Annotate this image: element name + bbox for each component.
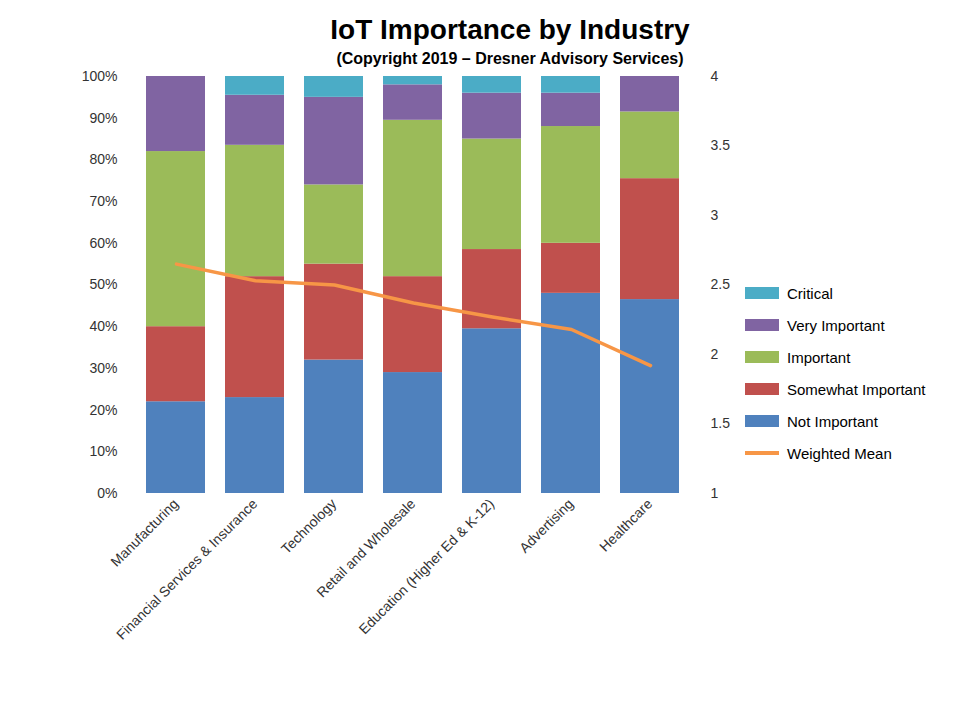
svg-text:Manufacturing: Manufacturing (107, 495, 181, 569)
svg-text:20%: 20% (89, 402, 117, 418)
svg-text:90%: 90% (89, 110, 117, 126)
svg-text:4: 4 (711, 68, 719, 84)
svg-text:40%: 40% (89, 318, 117, 334)
html-text:Very Important: Very Important (787, 316, 885, 334)
html-text:Somewhat Important: Somewhat Important (787, 380, 926, 398)
svg-text:80%: 80% (89, 151, 117, 167)
svg-text:50%: 50% (89, 276, 117, 292)
html-text:Important: Important (787, 348, 851, 366)
svg-text:Financial Services & Insurance: Financial Services & Insurance (113, 495, 260, 642)
html-text:Not Important: Not Important (787, 412, 878, 430)
svg-text:3.5: 3.5 (711, 137, 731, 153)
svg-text:0%: 0% (97, 485, 117, 501)
svg-text:1.5: 1.5 (711, 415, 731, 431)
html-text:Critical: Critical (787, 284, 833, 302)
svg-text:Retail and Wholesale: Retail and Wholesale (313, 495, 419, 601)
svg-text:30%: 30% (89, 360, 117, 376)
svg-text:2: 2 (711, 346, 719, 362)
svg-text:Healthcare: Healthcare (596, 495, 655, 554)
svg-text:70%: 70% (89, 193, 117, 209)
svg-text:Advertising: Advertising (516, 495, 576, 555)
svg-text:60%: 60% (89, 235, 117, 251)
svg-text:2.5: 2.5 (711, 276, 731, 292)
html-text:Weighted Mean: Weighted Mean (787, 444, 892, 462)
svg-text:1: 1 (711, 485, 719, 501)
html-text:IoT Importance by Industry: IoT Importance by Industry (330, 14, 690, 45)
svg-text:100%: 100% (82, 68, 118, 84)
svg-text:Technology: Technology (278, 495, 339, 556)
svg-text:3: 3 (711, 207, 719, 223)
svg-text:10%: 10% (89, 443, 117, 459)
svg-text:Education (Higher Ed & K-12): Education (Higher Ed & K-12) (356, 495, 498, 637)
html-text:(Copyright 2019 – Dresner Advi: (Copyright 2019 – Dresner Advisory Servi… (336, 50, 684, 67)
